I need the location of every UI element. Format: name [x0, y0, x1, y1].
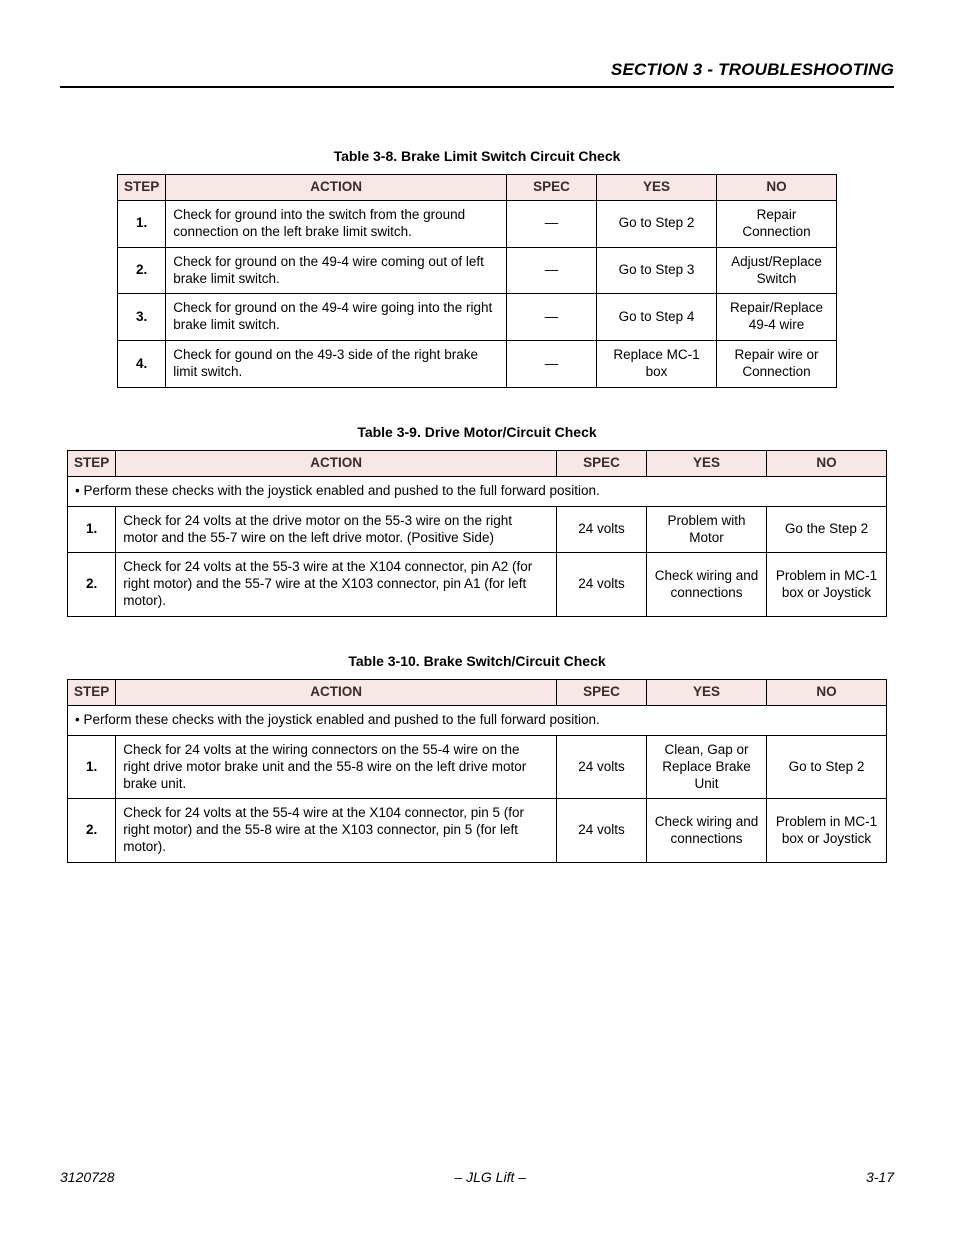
col-yes: YES: [597, 175, 717, 201]
table-3-9-wrap: • Perform these checks with the joystick…: [67, 450, 887, 617]
table-row: 1.Check for ground into the switch from …: [118, 200, 837, 247]
section-header: SECTION 3 - TROUBLESHOOTING: [60, 60, 894, 88]
cell-yes: Go to Step 4: [597, 294, 717, 341]
col-no: NO: [767, 450, 887, 476]
footer-right: 3-17: [866, 1169, 894, 1185]
footer-center: – JLG Lift –: [454, 1169, 526, 1185]
table-3-8: STEP ACTION SPEC YES NO 1.Check for grou…: [117, 174, 837, 388]
table-row: 1.Check for 24 volts at the drive motor …: [68, 506, 887, 553]
footer-left: 3120728: [60, 1169, 115, 1185]
col-spec: SPEC: [507, 175, 597, 201]
cell-step: 2.: [118, 247, 166, 294]
table-row: 3.Check for ground on the 49-4 wire goin…: [118, 294, 837, 341]
cell-action: Check for ground into the switch from th…: [166, 200, 507, 247]
table-3-9-caption: Table 3-9. Drive Motor/Circuit Check: [60, 424, 894, 440]
cell-step: 2.: [68, 799, 116, 863]
col-action: ACTION: [116, 450, 557, 476]
cell-action: Check for 24 volts at the wiring connect…: [116, 735, 557, 799]
col-yes: YES: [647, 680, 767, 706]
cell-no: Repair/Replace 49-4 wire: [717, 294, 837, 341]
cell-spec: —: [507, 294, 597, 341]
table-row: 4.Check for gound on the 49-3 side of th…: [118, 341, 837, 388]
cell-spec: 24 volts: [557, 553, 647, 617]
cell-no: Repair wire or Connection: [717, 341, 837, 388]
table-header-row: STEP ACTION SPEC YES NO: [118, 175, 837, 201]
col-step: STEP: [118, 175, 166, 201]
table-3-10: • Perform these checks with the joystick…: [67, 679, 887, 863]
col-step: STEP: [68, 680, 116, 706]
table-header-row: STEP ACTION SPEC YES NO: [68, 450, 887, 476]
cell-action: Check for gound on the 49-3 side of the …: [166, 341, 507, 388]
col-action: ACTION: [116, 680, 557, 706]
cell-step: 2.: [68, 553, 116, 617]
cell-step: 4.: [118, 341, 166, 388]
cell-yes: Clean, Gap or Replace Brake Unit: [647, 735, 767, 799]
cell-spec: —: [507, 200, 597, 247]
page: SECTION 3 - TROUBLESHOOTING Table 3-8. B…: [0, 0, 954, 1235]
col-spec: SPEC: [557, 450, 647, 476]
cell-spec: —: [507, 247, 597, 294]
cell-spec: 24 volts: [557, 799, 647, 863]
table-row: 2.Check for ground on the 49-4 wire comi…: [118, 247, 837, 294]
col-no: NO: [767, 680, 887, 706]
cell-no: Go the Step 2: [767, 506, 887, 553]
cell-no: Adjust/Replace Switch: [717, 247, 837, 294]
table-3-10-note: • Perform these checks with the joystick…: [68, 705, 887, 735]
table-3-9-body: 1.Check for 24 volts at the drive motor …: [68, 506, 887, 616]
cell-yes: Go to Step 3: [597, 247, 717, 294]
col-yes: YES: [647, 450, 767, 476]
cell-step: 1.: [68, 735, 116, 799]
cell-action: Check for ground on the 49-4 wire coming…: [166, 247, 507, 294]
page-footer: 3120728 – JLG Lift – 3-17: [60, 1169, 894, 1185]
table-3-8-wrap: STEP ACTION SPEC YES NO 1.Check for grou…: [117, 174, 837, 388]
table-3-10-wrap: • Perform these checks with the joystick…: [67, 679, 887, 863]
table-3-8-caption: Table 3-8. Brake Limit Switch Circuit Ch…: [60, 148, 894, 164]
table-row: 2.Check for 24 volts at the 55-4 wire at…: [68, 799, 887, 863]
cell-action: Check for ground on the 49-4 wire going …: [166, 294, 507, 341]
table-3-8-body: 1.Check for ground into the switch from …: [118, 200, 837, 387]
cell-step: 3.: [118, 294, 166, 341]
cell-yes: Check wiring and connections: [647, 553, 767, 617]
cell-no: Problem in MC-1 box or Joystick: [767, 799, 887, 863]
cell-step: 1.: [68, 506, 116, 553]
cell-spec: 24 volts: [557, 506, 647, 553]
table-header-row: STEP ACTION SPEC YES NO: [68, 680, 887, 706]
cell-yes: Problem with Motor: [647, 506, 767, 553]
cell-action: Check for 24 volts at the 55-3 wire at t…: [116, 553, 557, 617]
cell-yes: Check wiring and connections: [647, 799, 767, 863]
table-row: 1.Check for 24 volts at the wiring conne…: [68, 735, 887, 799]
cell-spec: 24 volts: [557, 735, 647, 799]
cell-spec: —: [507, 341, 597, 388]
cell-action: Check for 24 volts at the drive motor on…: [116, 506, 557, 553]
cell-no: Go to Step 2: [767, 735, 887, 799]
col-no: NO: [717, 175, 837, 201]
table-3-9-note: • Perform these checks with the joystick…: [68, 476, 887, 506]
col-action: ACTION: [166, 175, 507, 201]
table-3-10-body: 1.Check for 24 volts at the wiring conne…: [68, 735, 887, 862]
cell-yes: Go to Step 2: [597, 200, 717, 247]
cell-no: Problem in MC-1 box or Joystick: [767, 553, 887, 617]
col-spec: SPEC: [557, 680, 647, 706]
table-3-9: • Perform these checks with the joystick…: [67, 450, 887, 617]
cell-yes: Replace MC-1 box: [597, 341, 717, 388]
col-step: STEP: [68, 450, 116, 476]
table-note-row: • Perform these checks with the joystick…: [68, 476, 887, 506]
table-row: 2.Check for 24 volts at the 55-3 wire at…: [68, 553, 887, 617]
cell-action: Check for 24 volts at the 55-4 wire at t…: [116, 799, 557, 863]
table-note-row: • Perform these checks with the joystick…: [68, 705, 887, 735]
cell-step: 1.: [118, 200, 166, 247]
cell-no: Repair Connection: [717, 200, 837, 247]
table-3-10-caption: Table 3-10. Brake Switch/Circuit Check: [60, 653, 894, 669]
